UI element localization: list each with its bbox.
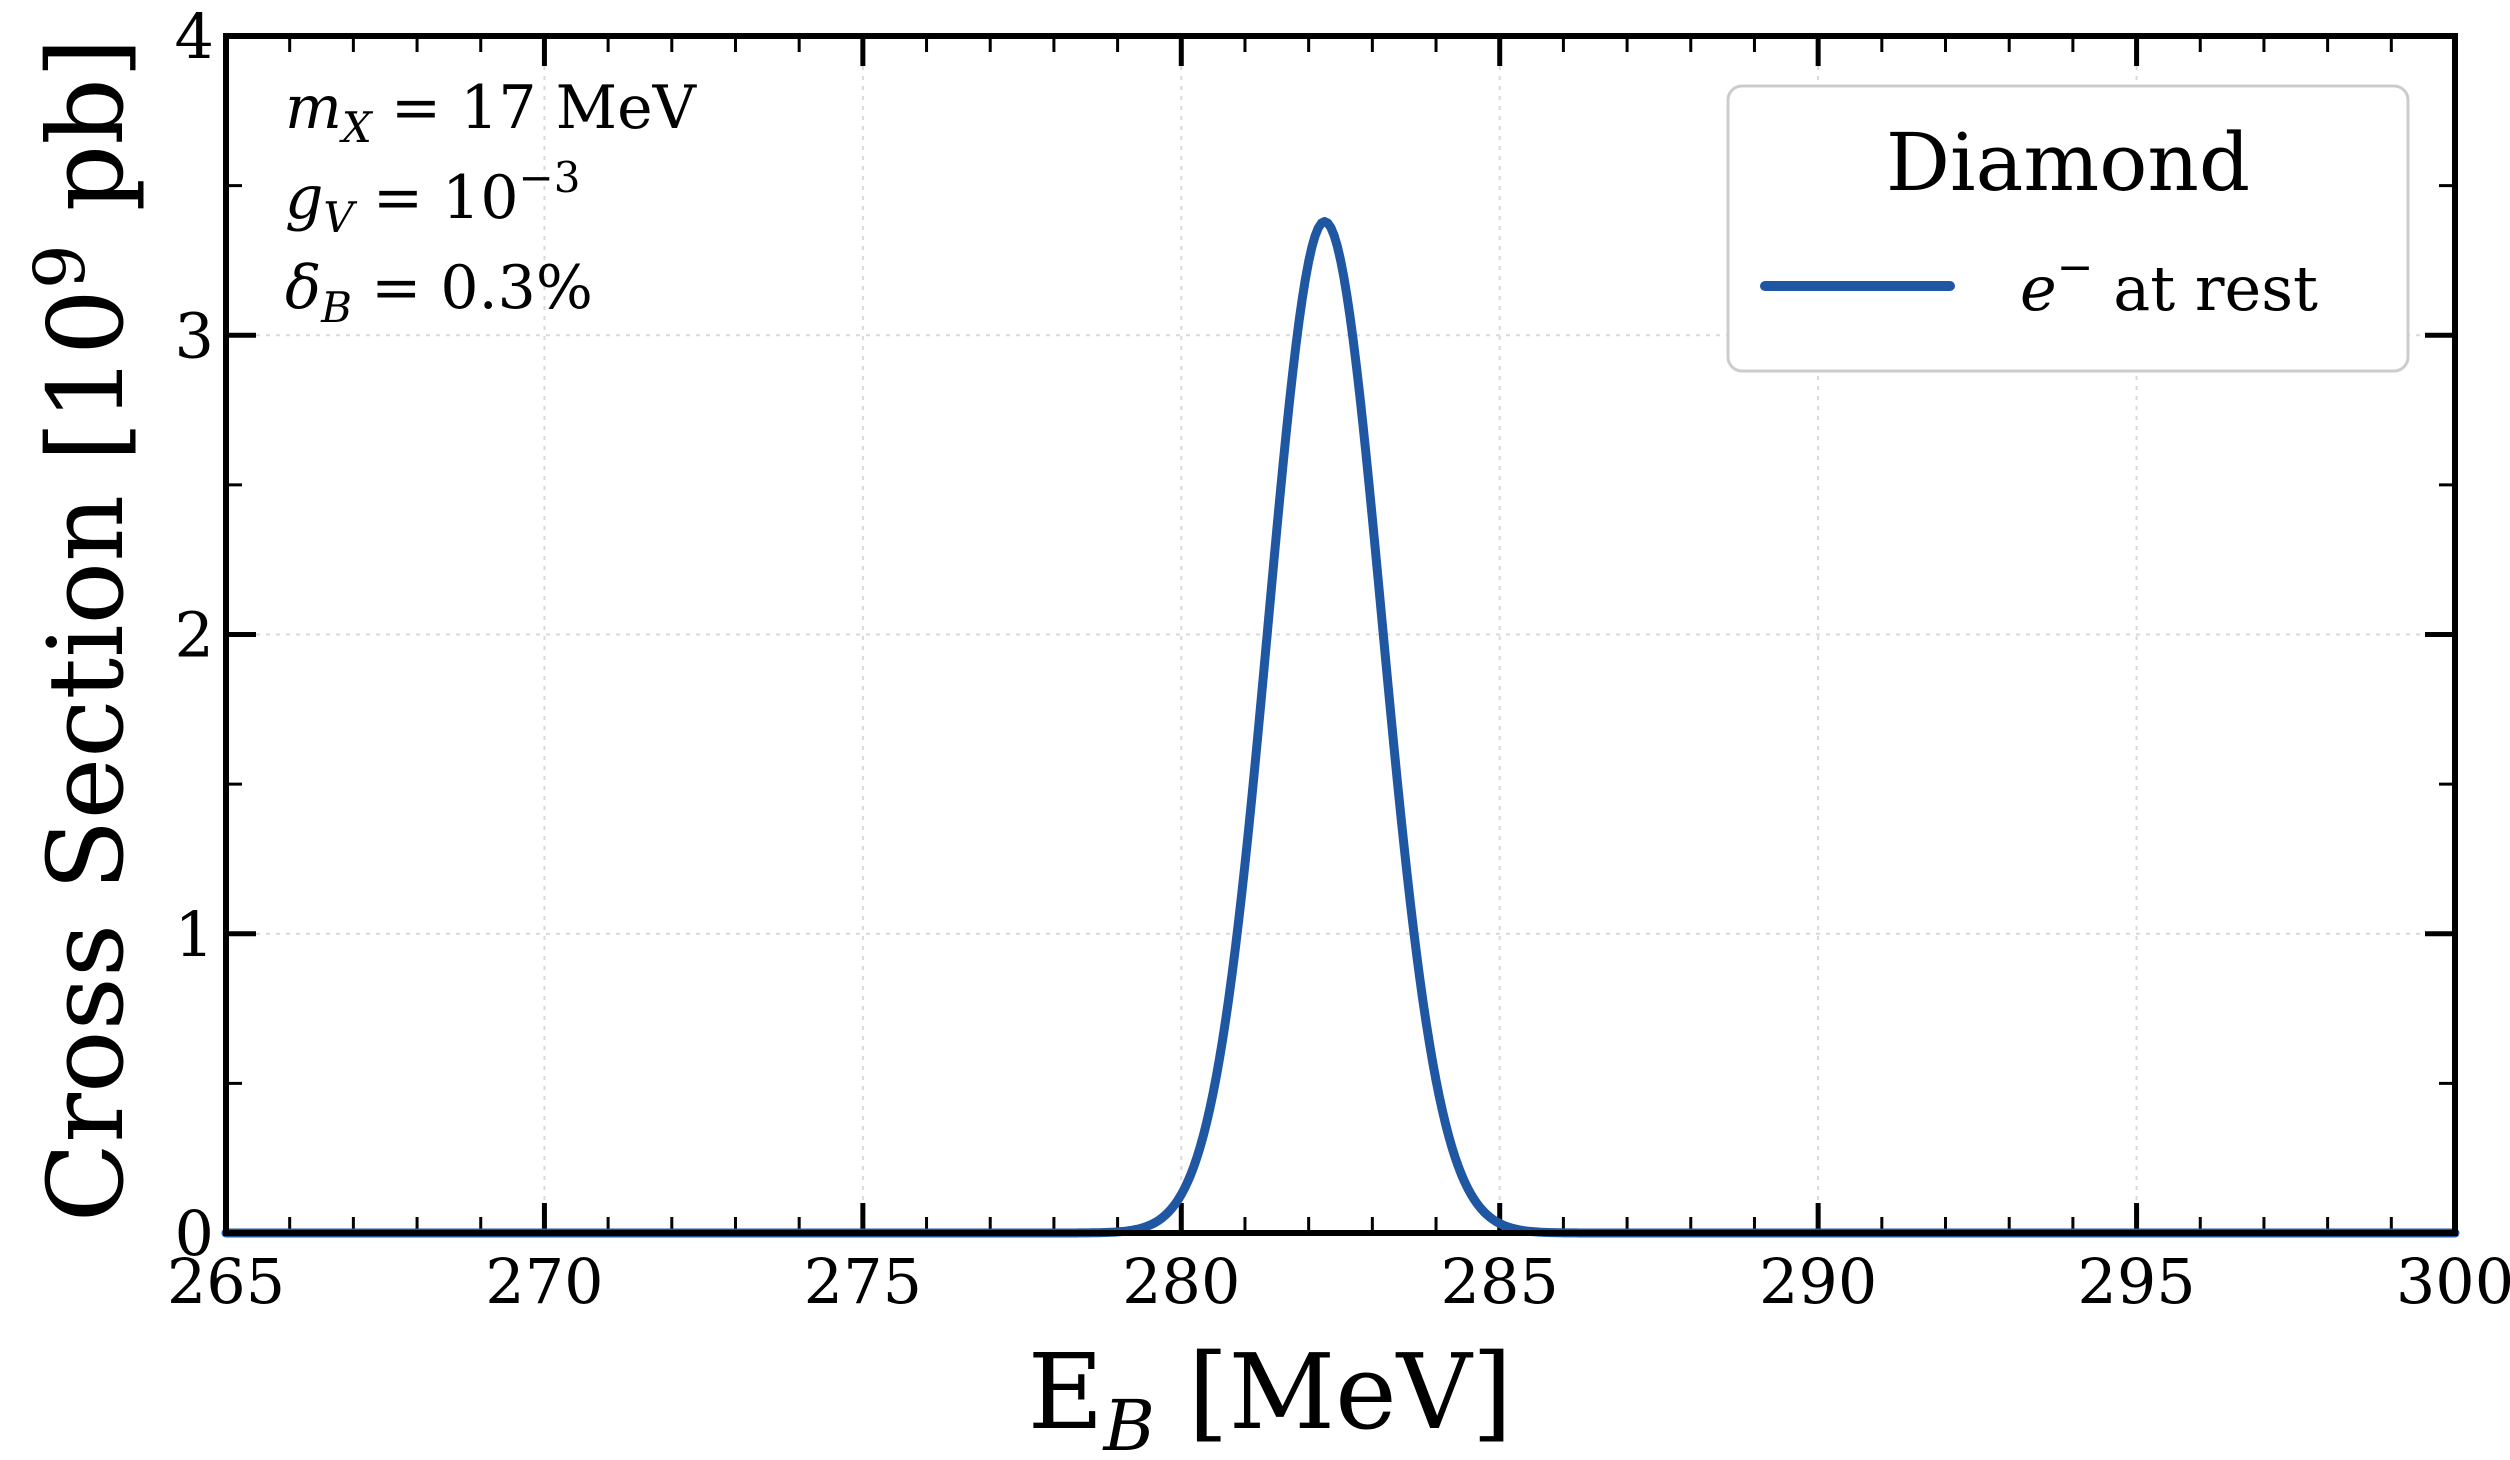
annotation-mass: mX = 17 MeV [285, 73, 698, 152]
tick-labels: 265 270 275 280 285 290 295 300 0 1 2 3 4 [167, 0, 2510, 1318]
annotation-coupling: gV = 10−3 [285, 153, 580, 242]
annotation-spread: δB = 0.3% [285, 253, 593, 332]
x-tick-label: 280 [1122, 1245, 1240, 1318]
grid [226, 36, 2455, 1233]
x-tick-label: 265 [167, 1245, 285, 1318]
y-axis-title: Cross Section [109 pb] [19, 38, 147, 1223]
x-tick-label: 275 [804, 1245, 922, 1318]
y-tick-label: 0 [175, 1197, 214, 1270]
legend: Diamond e− at rest [1726, 84, 2410, 373]
x-tick-label: 295 [2077, 1245, 2195, 1318]
y-tick-label: 3 [175, 299, 214, 372]
plot-frame [223, 33, 2458, 1236]
legend-title: Diamond [1886, 116, 2250, 209]
y-tick-label: 1 [175, 898, 214, 971]
series-line-e-at-rest [221, 217, 2460, 1238]
y-tick-label: 2 [175, 599, 214, 672]
x-tick-label: 300 [2396, 1245, 2510, 1318]
x-tick-label: 285 [1441, 1245, 1559, 1318]
x-tick-label: 290 [1759, 1245, 1877, 1318]
series-layer [221, 217, 2460, 1238]
x-tick-label: 270 [485, 1245, 603, 1318]
legend-label: e− at rest [2020, 242, 2318, 325]
x-axis-title: EB [MeV] [1028, 1331, 1513, 1460]
y-tick-label: 4 [175, 0, 214, 73]
legend-box [1726, 84, 2410, 373]
parameter-annotations: mX = 17 MeV gV = 10−3 δB = 0.3% [285, 73, 698, 332]
